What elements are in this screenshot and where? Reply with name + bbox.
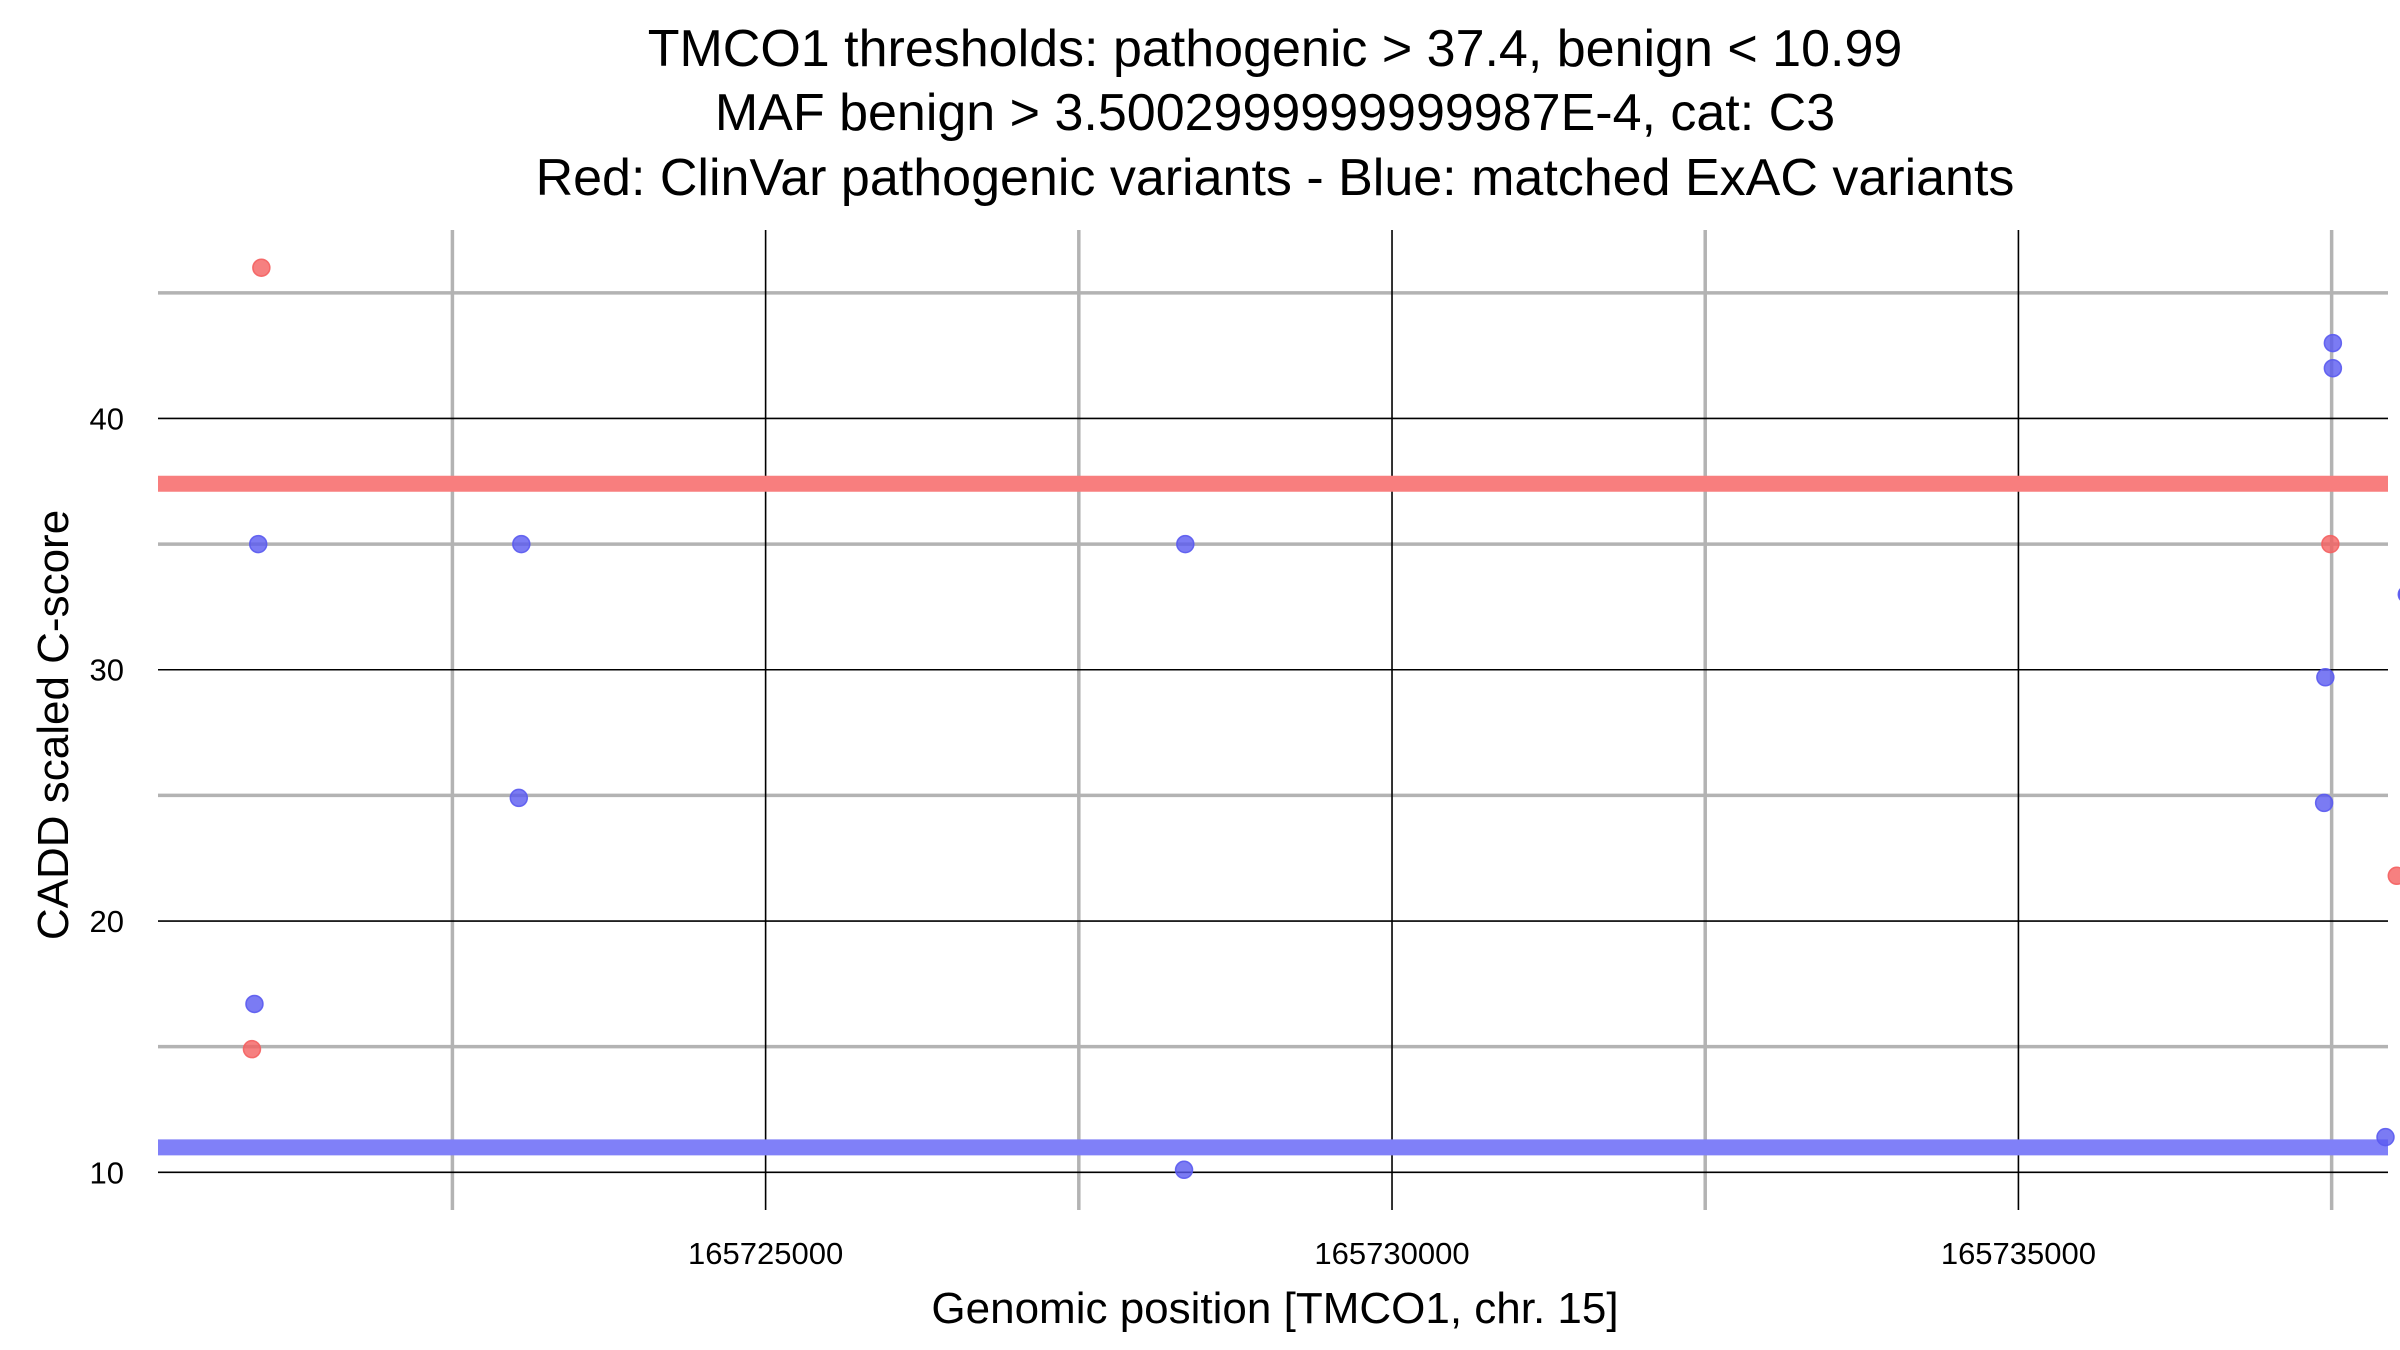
y-axis-tick-labels: 10 20 30 40 xyxy=(90,401,124,1190)
exac-point xyxy=(245,994,264,1014)
y-tick-label: 40 xyxy=(90,401,124,436)
major-gridlines xyxy=(158,230,2388,1210)
exac-point xyxy=(509,788,529,808)
y-tick-label: 20 xyxy=(90,904,124,939)
exac-point xyxy=(2316,668,2335,687)
chart-title: TMCO1 thresholds: pathogenic > 37.4, ben… xyxy=(536,20,2015,207)
exac-point xyxy=(2376,1127,2395,1147)
exac-point xyxy=(512,534,531,554)
exac-point xyxy=(1176,534,1195,554)
x-axis-title: Genomic position [TMCO1, chr. 15] xyxy=(931,1284,1618,1333)
clinvar-point xyxy=(2321,534,2340,554)
y-tick-label: 30 xyxy=(90,653,124,688)
x-axis-tick-labels: 165725000 165730000 165735000 xyxy=(688,1236,2096,1271)
clinvar-point xyxy=(242,1039,262,1059)
clinvar-point xyxy=(252,258,271,277)
clinvar-point xyxy=(2387,866,2400,886)
exac-point xyxy=(2323,333,2343,353)
data-points xyxy=(242,258,2400,1180)
y-tick-label: 10 xyxy=(90,1155,124,1190)
exac-point xyxy=(248,534,268,554)
exac-point xyxy=(1174,1160,1194,1180)
minor-gridlines xyxy=(158,230,2388,1210)
x-tick-label: 165735000 xyxy=(1941,1236,2096,1271)
x-tick-label: 165725000 xyxy=(688,1236,843,1271)
threshold-bands xyxy=(158,475,2388,1156)
x-tick-label: 165730000 xyxy=(1314,1236,1469,1271)
title-line-1: TMCO1 thresholds: pathogenic > 37.4, ben… xyxy=(648,20,1903,78)
title-line-3: Red: ClinVar pathogenic variants - Blue:… xyxy=(536,149,2015,207)
y-axis-title: CADD scaled C-score xyxy=(29,510,78,940)
exac-point xyxy=(2323,358,2343,378)
title-line-2: MAF benign > 3.5002999999999987E-4, cat:… xyxy=(715,84,1835,142)
exac-point xyxy=(2314,793,2334,813)
